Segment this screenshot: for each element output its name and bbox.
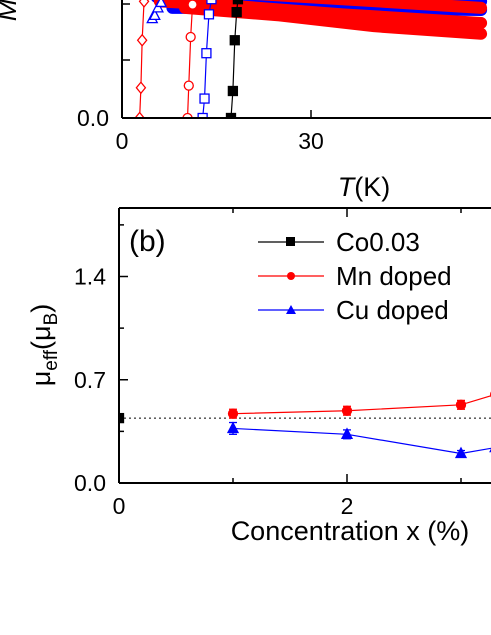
panel-b-data-point — [227, 408, 239, 419]
panel-b-xlabel: Concentration x (%) — [231, 516, 470, 546]
panel-a-x-tick-label: 30 — [298, 128, 324, 154]
panel-b-data-point — [341, 405, 353, 416]
panel-a-data-point — [199, 93, 210, 104]
panel-b-y-tick-label: 1.4 — [74, 264, 106, 290]
panel-a-data-point — [187, 0, 198, 10]
panel-a-data-point — [182, 112, 193, 118]
panel-b-y-tick-label: 0.0 — [74, 470, 106, 496]
legend-label-co: Co0.03 — [336, 227, 420, 257]
panel-a-data-point — [148, 8, 161, 21]
panel-a-data-point — [154, 0, 168, 8]
panel-a-series-line — [186, 4, 194, 118]
panel-a-markers — [134, 0, 244, 118]
panel-a-data-point — [227, 85, 239, 97]
panel-a-xlabel-italic: T — [338, 172, 357, 202]
panel-a-data-point — [206, 0, 217, 5]
panel-b-data-point — [455, 399, 467, 410]
ylabel-sub-eff: eff — [41, 349, 62, 371]
panel-b-data-point — [340, 427, 354, 439]
panel-b-series — [119, 391, 491, 459]
ylabel-paren-mu: (μ — [26, 325, 56, 350]
panel-a-data-point — [185, 31, 196, 43]
panel-a-curves — [151, 0, 488, 40]
legend-entry-co: Co0.03 — [258, 227, 420, 257]
legend-marker-co — [286, 237, 295, 246]
legend: Co0.03 Mn doped Cu doped — [258, 227, 452, 325]
panel-a: 0 30 0.0 M T(K) — [0, 0, 491, 202]
panel-a-data-point — [231, 7, 242, 18]
panel-b-ylabel: μeff(μB) — [26, 304, 62, 387]
ylabel-sub-b: B — [41, 313, 62, 326]
panel-a-ticks: 0 30 0.0 — [77, 3, 324, 154]
panel-a-data-point — [183, 80, 194, 91]
panel-a-data-point — [225, 112, 237, 118]
panel-b-x-tick-label: 2 — [341, 493, 354, 519]
panel-b-series-line — [232, 427, 491, 455]
panel-a-data-point — [203, 9, 215, 20]
panel-a-data-band — [255, 0, 488, 14]
panel-a-data-point — [136, 33, 148, 47]
legend-marker-mn — [287, 272, 295, 280]
panel-b-data-point — [226, 421, 240, 434]
panel-a-data-point — [138, 0, 150, 8]
legend-entry-mn: Mn doped — [258, 261, 452, 291]
panel-b-x-tick-label: 0 — [113, 493, 126, 519]
panel-b-label: (b) — [129, 225, 166, 258]
legend-label-cu: Cu doped — [336, 295, 449, 325]
panel-b-data-point — [119, 412, 125, 424]
panel-a-data-point — [135, 81, 147, 95]
panel-a-xlabel: T(K) — [338, 172, 391, 202]
panel-a-data-point — [229, 35, 240, 46]
panel-a-data-point — [232, 0, 244, 5]
panel-a-xlabel-unit: (K) — [354, 172, 390, 202]
panel-b-series-line — [232, 395, 491, 415]
panel-b-y-tick-label: 0.7 — [74, 367, 106, 393]
panel-a-data-point — [197, 112, 208, 118]
panel-b-ticks: 0 2 0.0 0.7 1.4 — [74, 208, 462, 519]
ylabel-paren-close: ) — [26, 304, 56, 313]
panel-b-data-point — [454, 446, 468, 459]
panel-a-y-tick-label: 0.0 — [77, 105, 109, 131]
legend-marker-cu — [286, 305, 296, 314]
panel-a-x-tick-label: 0 — [116, 128, 129, 154]
legend-entry-cu: Cu doped — [258, 295, 449, 325]
panel-b: 0 2 0.0 0.7 1.4 (b) Co0.03 Mn doped Cu doped — [26, 207, 491, 546]
ylabel-mu: μ — [26, 371, 56, 387]
panel-a-data-point — [201, 48, 212, 59]
legend-label-mn: Mn doped — [336, 261, 452, 291]
panel-a-series-line — [139, 1, 145, 118]
panel-a-ylabel-fragment: M — [0, 0, 22, 21]
panel-a-data-point — [134, 111, 145, 118]
